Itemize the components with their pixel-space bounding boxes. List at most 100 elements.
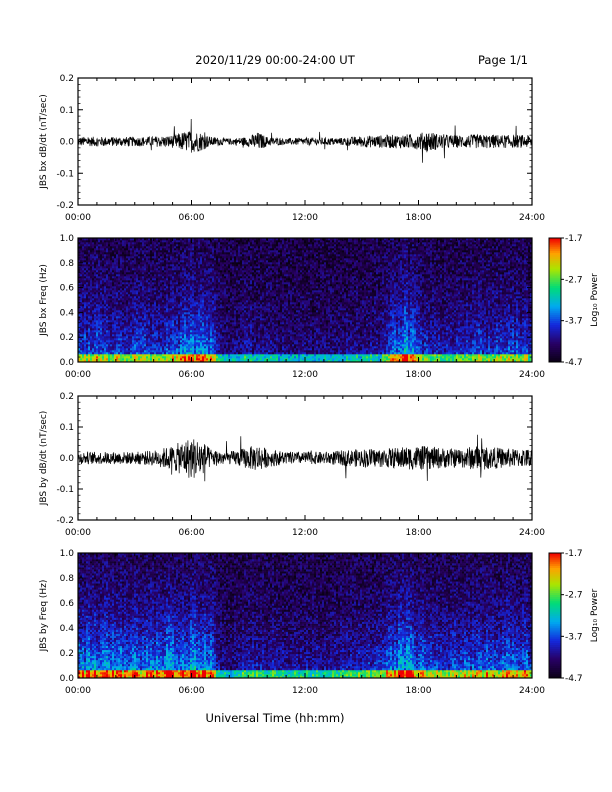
spectrogram-cell: [80, 254, 82, 256]
spectrogram-cell: [142, 292, 144, 294]
spectrogram-cell: [88, 300, 90, 302]
spectrogram-cell: [120, 352, 122, 354]
spectrogram-cell: [224, 316, 226, 318]
spectrogram-cell: [230, 344, 232, 346]
spectrogram-cell: [132, 246, 134, 248]
spectrogram-cell: [230, 284, 232, 286]
spectrogram-cell: [158, 348, 160, 350]
spectrogram-cell: [134, 290, 136, 292]
spectrogram-cell: [226, 278, 228, 280]
spectrogram-cell: [228, 280, 230, 282]
spectrogram-cell: [224, 270, 226, 272]
spectrogram-cell: [122, 282, 124, 284]
spectrogram-cell: [182, 300, 184, 302]
spectrogram-cell: [220, 342, 222, 344]
spectrogram-cell: [130, 276, 132, 278]
spectrogram-cell: [166, 318, 168, 320]
spectrogram-cell: [120, 334, 122, 336]
spectrogram-cell: [230, 334, 232, 336]
spectrogram-cell: [192, 246, 194, 248]
spectrogram-cell: [212, 276, 214, 278]
spectrogram-cell: [170, 272, 172, 274]
spectrogram-cell: [186, 312, 188, 314]
spectrogram-cell: [142, 334, 144, 336]
spectrogram-cell: [132, 328, 134, 330]
spectrogram-cell: [146, 312, 148, 314]
spectrogram-cell: [112, 290, 114, 292]
spectrogram-cell: [196, 286, 198, 288]
spectrogram-cell: [192, 282, 194, 284]
spectrogram-cell: [110, 284, 112, 286]
spectrogram-cell: [216, 272, 218, 274]
spectrogram-cell: [142, 308, 144, 310]
spectrogram-cell: [130, 298, 132, 300]
spectrogram-cell: [182, 262, 184, 264]
spectrogram-cell: [212, 274, 214, 276]
spectrogram-cell: [102, 270, 104, 272]
spectrogram-cell: [194, 244, 196, 246]
spectrogram-cell: [168, 244, 170, 246]
spectrogram-cell: [110, 342, 112, 344]
spectrogram-cell: [132, 292, 134, 294]
spectrogram-cell: [184, 332, 186, 334]
spectrogram-cell: [178, 308, 180, 310]
spectrogram-cell: [184, 352, 186, 354]
spectrogram-cell: [206, 278, 208, 280]
spectrogram-cell: [128, 304, 130, 306]
spectrogram-cell: [96, 278, 98, 280]
spectrogram-cell: [114, 316, 116, 318]
spectrogram-cell: [120, 342, 122, 344]
spectrogram-cell: [162, 260, 164, 262]
spectrogram-cell: [156, 336, 158, 338]
spectrogram-cell: [198, 346, 200, 348]
spectrogram-cell: [218, 244, 220, 246]
spectrogram-cell: [148, 290, 150, 292]
spectrogram-cell: [148, 300, 150, 302]
spectrogram-cell: [100, 248, 102, 250]
spectrogram-cell: [174, 326, 176, 328]
spectrogram-cell: [86, 342, 88, 344]
spectrogram-cell: [102, 332, 104, 334]
spectrogram-cell: [120, 280, 122, 282]
spectrogram-cell: [206, 312, 208, 314]
spectrogram-cell: [170, 356, 172, 358]
spectrogram-cell: [216, 298, 218, 300]
spectrogram-cell: [80, 338, 82, 340]
spectrogram-cell: [226, 256, 228, 258]
spectrogram-cell: [96, 304, 98, 306]
spectrogram-cell: [198, 300, 200, 302]
spectrogram-cell: [138, 320, 140, 322]
spectrogram-cell: [108, 270, 110, 272]
spectrogram-cell: [226, 276, 228, 278]
spectrogram-cell: [198, 328, 200, 330]
spectrogram-cell: [216, 338, 218, 340]
spectrogram-cell: [126, 356, 128, 358]
spectrogram-cell: [132, 260, 134, 262]
spectrogram-cell: [196, 240, 198, 242]
spectrogram-cell: [186, 310, 188, 312]
spectrogram-cell: [176, 334, 178, 336]
spectrogram-cell: [152, 274, 154, 276]
spectrogram-cell: [160, 272, 162, 274]
spectrogram-cell: [224, 288, 226, 290]
spectrogram-cell: [82, 354, 84, 356]
spectrogram-cell: [214, 312, 216, 314]
spectrogram-cell: [200, 350, 202, 352]
spectrogram-cell: [214, 326, 216, 328]
spectrogram-cell: [196, 344, 198, 346]
spectrogram-cell: [170, 282, 172, 284]
spectrogram-cell: [134, 272, 136, 274]
spectrogram-cell: [210, 296, 212, 298]
spectrogram-cell: [152, 312, 154, 314]
spectrogram-cell: [98, 320, 100, 322]
spectrogram-cell: [134, 260, 136, 262]
spectrogram-cell: [134, 288, 136, 290]
spectrogram-cell: [148, 244, 150, 246]
spectrogram-cell: [206, 332, 208, 334]
spectrogram-cell: [190, 316, 192, 318]
spectrogram-cell: [156, 318, 158, 320]
spectrogram-cell: [156, 300, 158, 302]
spectrogram-cell: [110, 358, 112, 360]
spectrogram-cell: [100, 278, 102, 280]
spectrogram-cell: [158, 330, 160, 332]
